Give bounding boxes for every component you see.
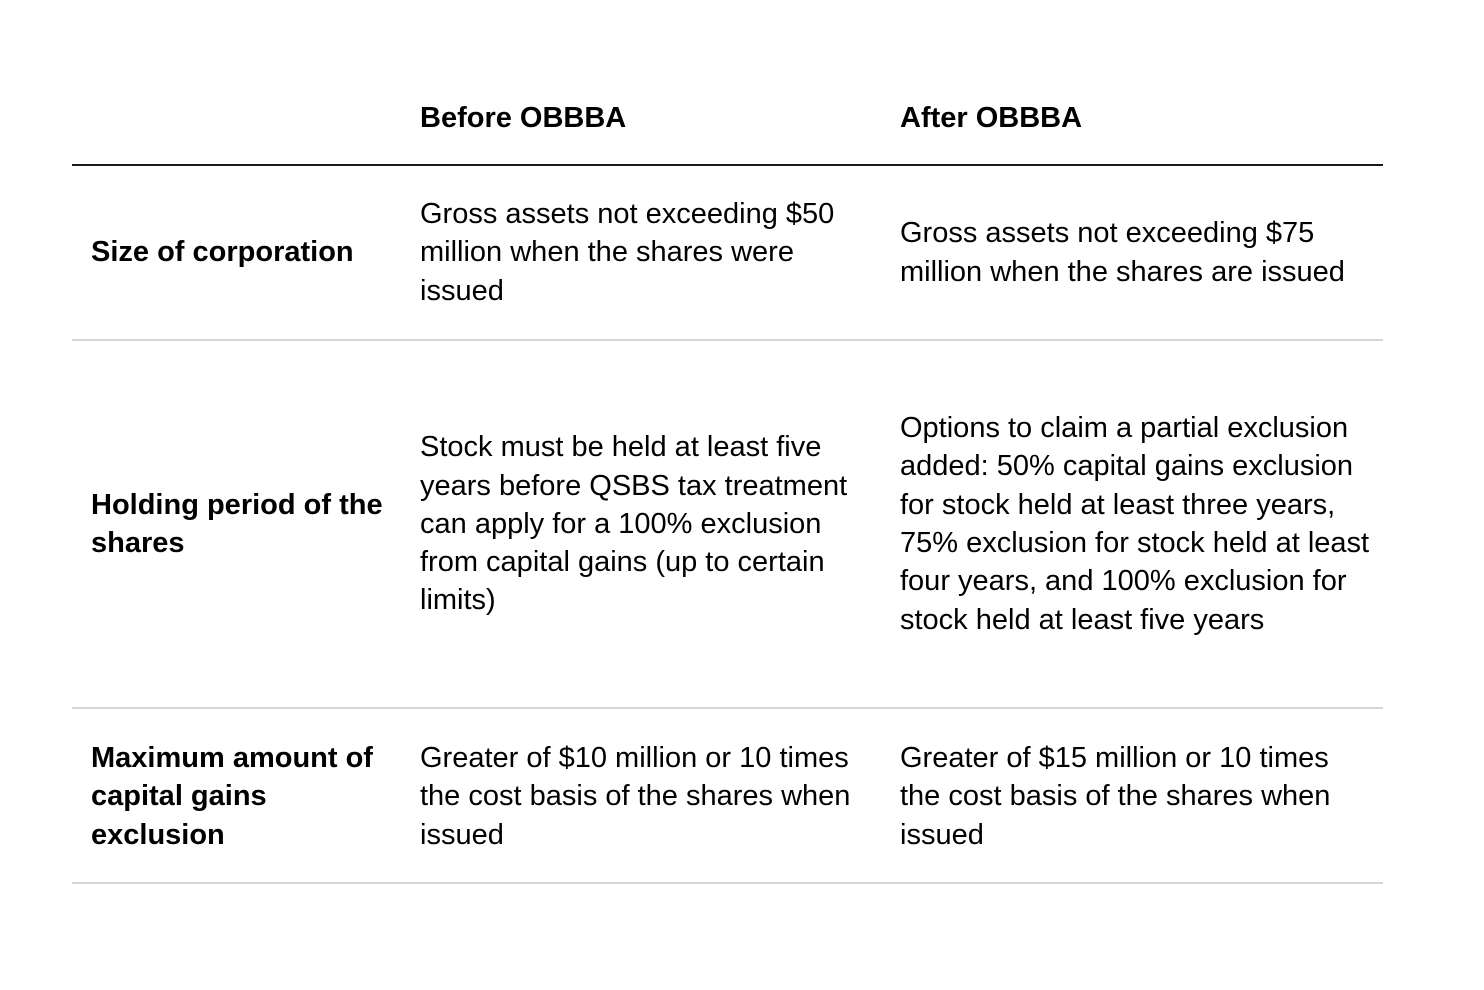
after-cell-text: Greater of $15 million or 10 times the c… (900, 742, 1331, 851)
after-cell-text: Gross assets not exceeding $75 million w… (900, 217, 1345, 288)
after-cell: Greater of $15 million or 10 times the c… (900, 709, 1375, 854)
table-row: Size of corporation Gross assets not exc… (72, 166, 1383, 341)
row-label-text: Size of corporation (91, 236, 354, 269)
table-header-row: Before OBBBA After OBBBA (72, 0, 1383, 166)
before-cell: Stock must be held at least five years b… (420, 341, 880, 707)
after-cell: Gross assets not exceeding $75 million w… (900, 166, 1375, 339)
row-label: Maximum amount of capital gains exclusio… (91, 709, 391, 854)
table-row: Maximum amount of capital gains exclusio… (72, 709, 1383, 884)
after-cell: Options to claim a partial exclusion add… (900, 341, 1375, 707)
before-cell: Greater of $10 million or 10 times the c… (420, 709, 880, 854)
column-header-after: After OBBBA (900, 102, 1083, 134)
row-label-text: Maximum amount of capital gains exclusio… (91, 742, 373, 851)
before-cell-text: Stock must be held at least five years b… (420, 431, 848, 617)
row-label: Size of corporation (91, 166, 391, 339)
row-label: Holding period of the shares (91, 341, 391, 707)
before-cell: Gross assets not exceeding $50 million w… (420, 166, 880, 339)
row-label-text: Holding period of the shares (91, 488, 383, 559)
column-header-before: Before OBBBA (420, 102, 627, 134)
before-cell-text: Gross assets not exceeding $50 million w… (420, 198, 835, 307)
before-cell-text: Greater of $10 million or 10 times the c… (420, 742, 851, 851)
table-row: Holding period of the shares Stock must … (72, 341, 1383, 709)
after-cell-text: Options to claim a partial exclusion add… (900, 412, 1370, 636)
comparison-table: Before OBBBA After OBBBA Size of corpora… (72, 0, 1383, 884)
